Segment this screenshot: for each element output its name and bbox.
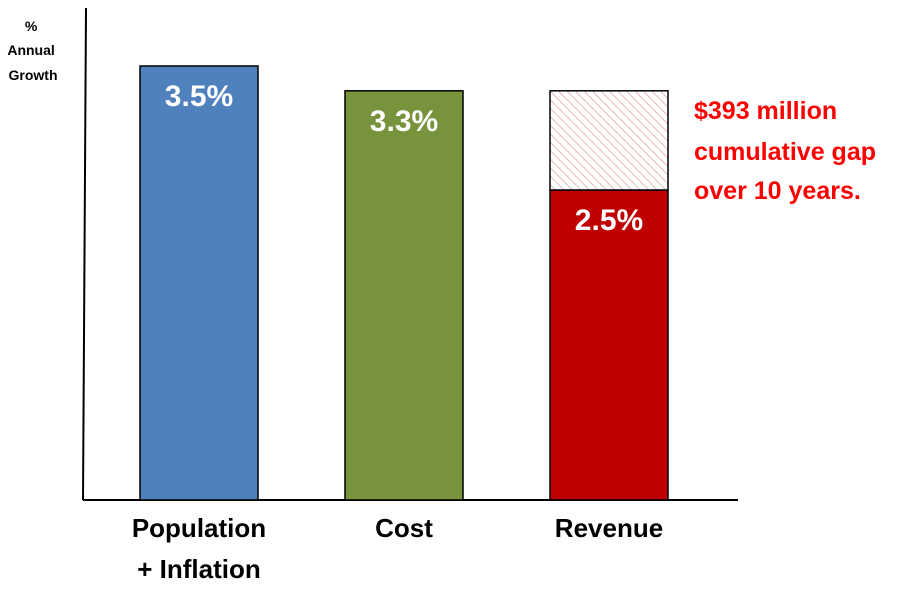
- gap-annotation-line: $393 million: [694, 97, 837, 125]
- bar-value-label: 3.3%: [370, 105, 438, 138]
- category-label-line: Revenue: [555, 513, 663, 543]
- bar-cost: [344, 90, 464, 501]
- gap-annotation-line: cumulative gap: [694, 138, 876, 166]
- bars: [139, 65, 669, 501]
- bar-population-inflation: [139, 65, 259, 501]
- category-labels: Population + Inflation Cost Revenue: [132, 513, 663, 584]
- category-label-line: Cost: [375, 513, 433, 543]
- y-axis-title-line: Growth: [9, 67, 58, 83]
- gap-annotation-line: over 10 years.: [694, 177, 861, 205]
- gap-annotation: $393 million cumulative gap over 10 year…: [694, 97, 883, 205]
- bar-revenue: [549, 189, 669, 501]
- y-axis-title-line: %: [25, 18, 38, 34]
- category-label: Population + Inflation: [132, 513, 266, 584]
- category-label-line: + Inflation: [137, 554, 261, 584]
- y-axis-title: % Annual Growth: [7, 18, 58, 83]
- category-label: Cost: [375, 513, 433, 543]
- bar-value-label: 3.5%: [165, 80, 233, 113]
- y-axis: [82, 7, 87, 501]
- category-label-line: Population: [132, 513, 266, 543]
- gap-layer: [549, 90, 669, 191]
- value-labels: 3.5% 3.3% 2.5%: [165, 80, 643, 237]
- y-axis-title-line: Annual: [7, 42, 54, 58]
- category-label: Revenue: [555, 513, 663, 543]
- bar-value-label: 2.5%: [575, 204, 643, 237]
- gap-segment: [549, 90, 669, 191]
